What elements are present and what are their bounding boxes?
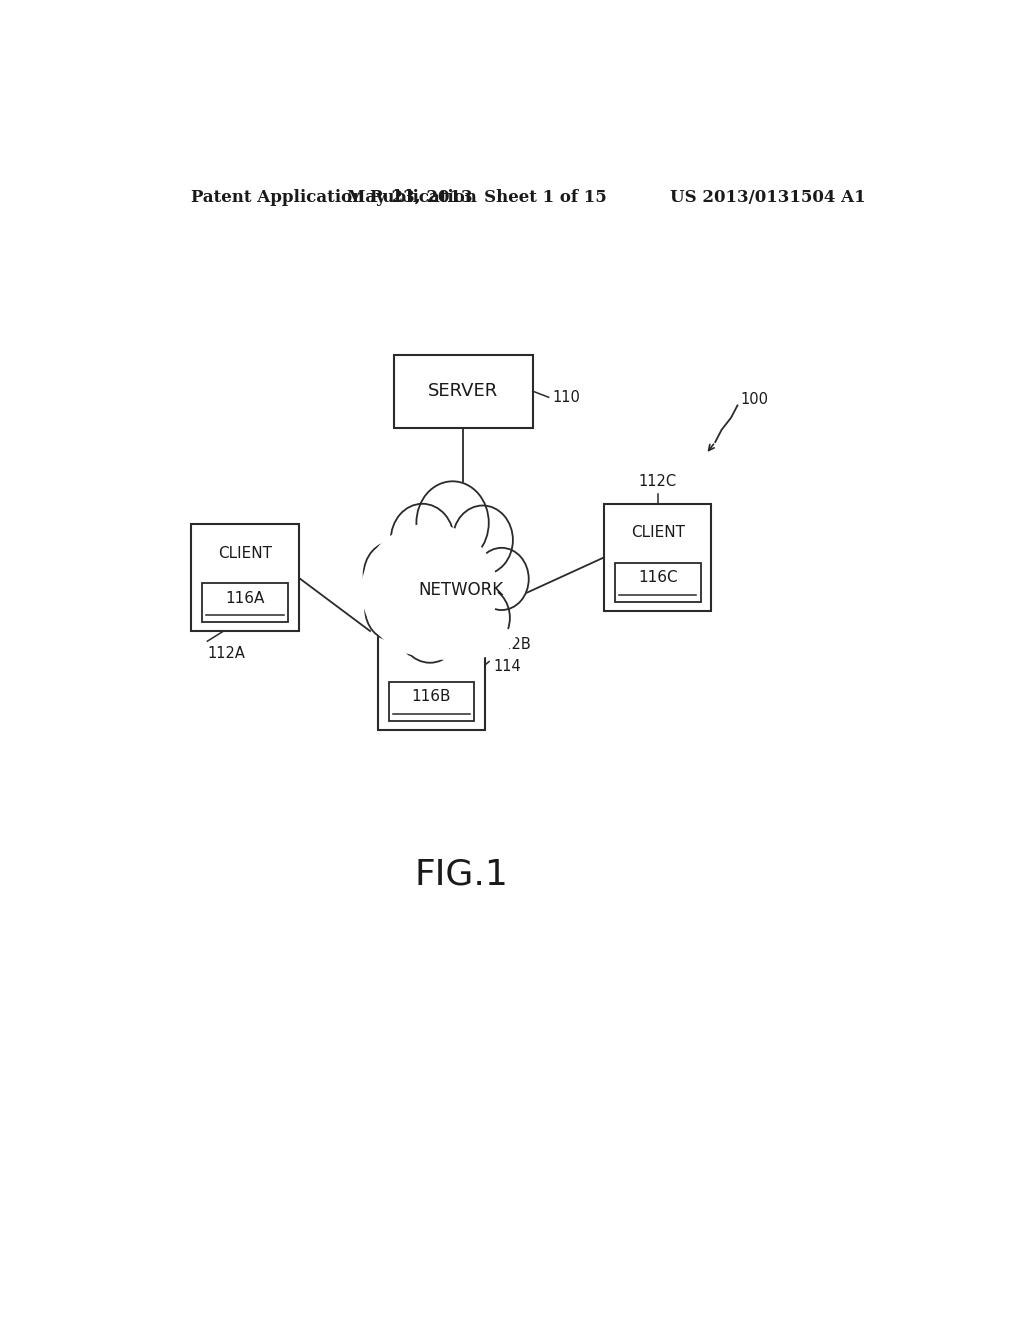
Ellipse shape — [417, 482, 488, 564]
Text: 116C: 116C — [638, 570, 678, 585]
Ellipse shape — [392, 619, 515, 660]
Text: CLIENT: CLIENT — [218, 545, 272, 561]
Text: 112B: 112B — [494, 636, 530, 652]
Bar — [202, 583, 288, 623]
Ellipse shape — [453, 506, 513, 574]
Text: 112A: 112A — [207, 647, 245, 661]
Text: US 2013/0131504 A1: US 2013/0131504 A1 — [671, 189, 866, 206]
Bar — [191, 524, 299, 631]
Ellipse shape — [391, 504, 454, 577]
Text: NETWORK: NETWORK — [419, 581, 504, 599]
Text: Patent Application Publication: Patent Application Publication — [191, 189, 477, 206]
Text: CLIENT: CLIENT — [404, 644, 459, 659]
Bar — [604, 504, 712, 611]
Bar — [394, 355, 532, 428]
Text: SERVER: SERVER — [428, 383, 499, 400]
Text: May 23, 2013  Sheet 1 of 15: May 23, 2013 Sheet 1 of 15 — [347, 189, 607, 206]
Text: CLIENT: CLIENT — [631, 525, 685, 540]
Text: 114: 114 — [494, 659, 521, 675]
Text: FIG.1: FIG.1 — [415, 858, 508, 892]
Text: 116A: 116A — [225, 590, 265, 606]
Text: 100: 100 — [740, 392, 769, 407]
Text: 112C: 112C — [639, 474, 677, 488]
Bar — [378, 623, 485, 730]
Bar — [614, 562, 700, 602]
Text: 110: 110 — [553, 389, 581, 405]
Ellipse shape — [364, 541, 421, 607]
Ellipse shape — [474, 548, 528, 610]
Ellipse shape — [362, 524, 497, 656]
Ellipse shape — [366, 578, 420, 640]
Ellipse shape — [398, 590, 462, 663]
Text: 116B: 116B — [412, 689, 452, 704]
Ellipse shape — [456, 586, 510, 649]
Bar — [389, 681, 474, 721]
